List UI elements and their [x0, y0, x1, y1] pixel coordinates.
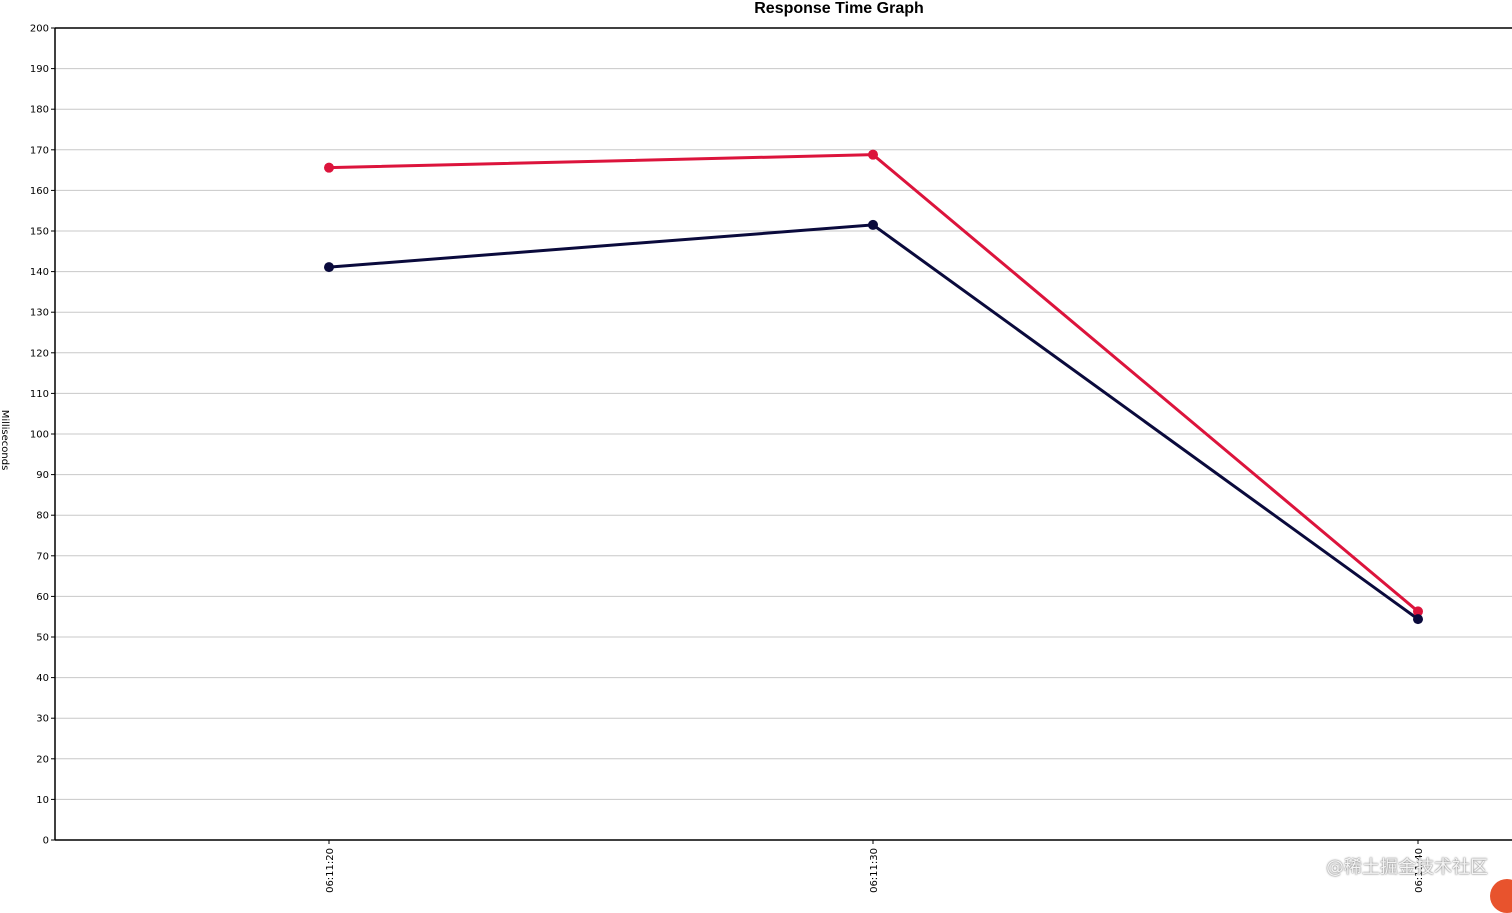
- y-axis-label: Milliseconds: [0, 410, 10, 471]
- y-tick-label: 90: [36, 470, 49, 481]
- x-axis-ticks: 06:11:20 06:11:30 06:11:40: [325, 840, 1425, 893]
- series-navy-point: [324, 262, 334, 273]
- series-navy-point: [1413, 614, 1423, 625]
- y-tick-label: 10: [36, 795, 49, 806]
- series-red-point: [1413, 606, 1423, 617]
- y-tick-label: 50: [36, 633, 49, 644]
- series-red-point: [868, 149, 878, 160]
- y-axis-ticks: 0 10 20 30 40 50 60 70 80 90 100 110 120 130 140 150 160…: [30, 24, 55, 847]
- y-tick-label: 130: [30, 308, 49, 319]
- y-tick-label: 20: [36, 754, 49, 765]
- grid-lines: [55, 68, 1512, 800]
- y-tick-label: 180: [30, 105, 49, 116]
- y-tick-label: 80: [36, 511, 49, 522]
- y-tick-label: 40: [36, 673, 49, 684]
- y-tick-label: 140: [30, 267, 49, 278]
- y-tick-label: 70: [36, 551, 49, 562]
- y-tick-label: 120: [30, 348, 49, 359]
- brand-logo-icon: [1490, 879, 1512, 913]
- y-tick-label: 170: [30, 145, 49, 156]
- y-tick-label: 200: [30, 24, 49, 35]
- y-tick-label: 150: [30, 227, 49, 238]
- y-tick-label: 30: [36, 714, 49, 725]
- x-tick-label: 06:11:40: [1414, 848, 1425, 893]
- y-tick-label: 0: [43, 836, 49, 847]
- series-navy-point: [868, 219, 878, 230]
- series-navy-line: [328, 223, 1419, 621]
- series-red-point: [324, 162, 334, 173]
- series-group: [324, 149, 1423, 625]
- y-tick-label: 60: [36, 592, 49, 603]
- y-tick-label: 100: [30, 430, 49, 441]
- x-tick-label: 06:11:20: [325, 848, 336, 893]
- watermark-text: @稀土掘金技术社区: [1326, 857, 1488, 878]
- chart-title: Response Time Graph: [754, 0, 924, 17]
- y-tick-label: 160: [30, 186, 49, 197]
- x-tick-label: 06:11:30: [869, 848, 880, 893]
- y-tick-label: 110: [30, 389, 49, 400]
- y-tick-label: 190: [30, 64, 49, 75]
